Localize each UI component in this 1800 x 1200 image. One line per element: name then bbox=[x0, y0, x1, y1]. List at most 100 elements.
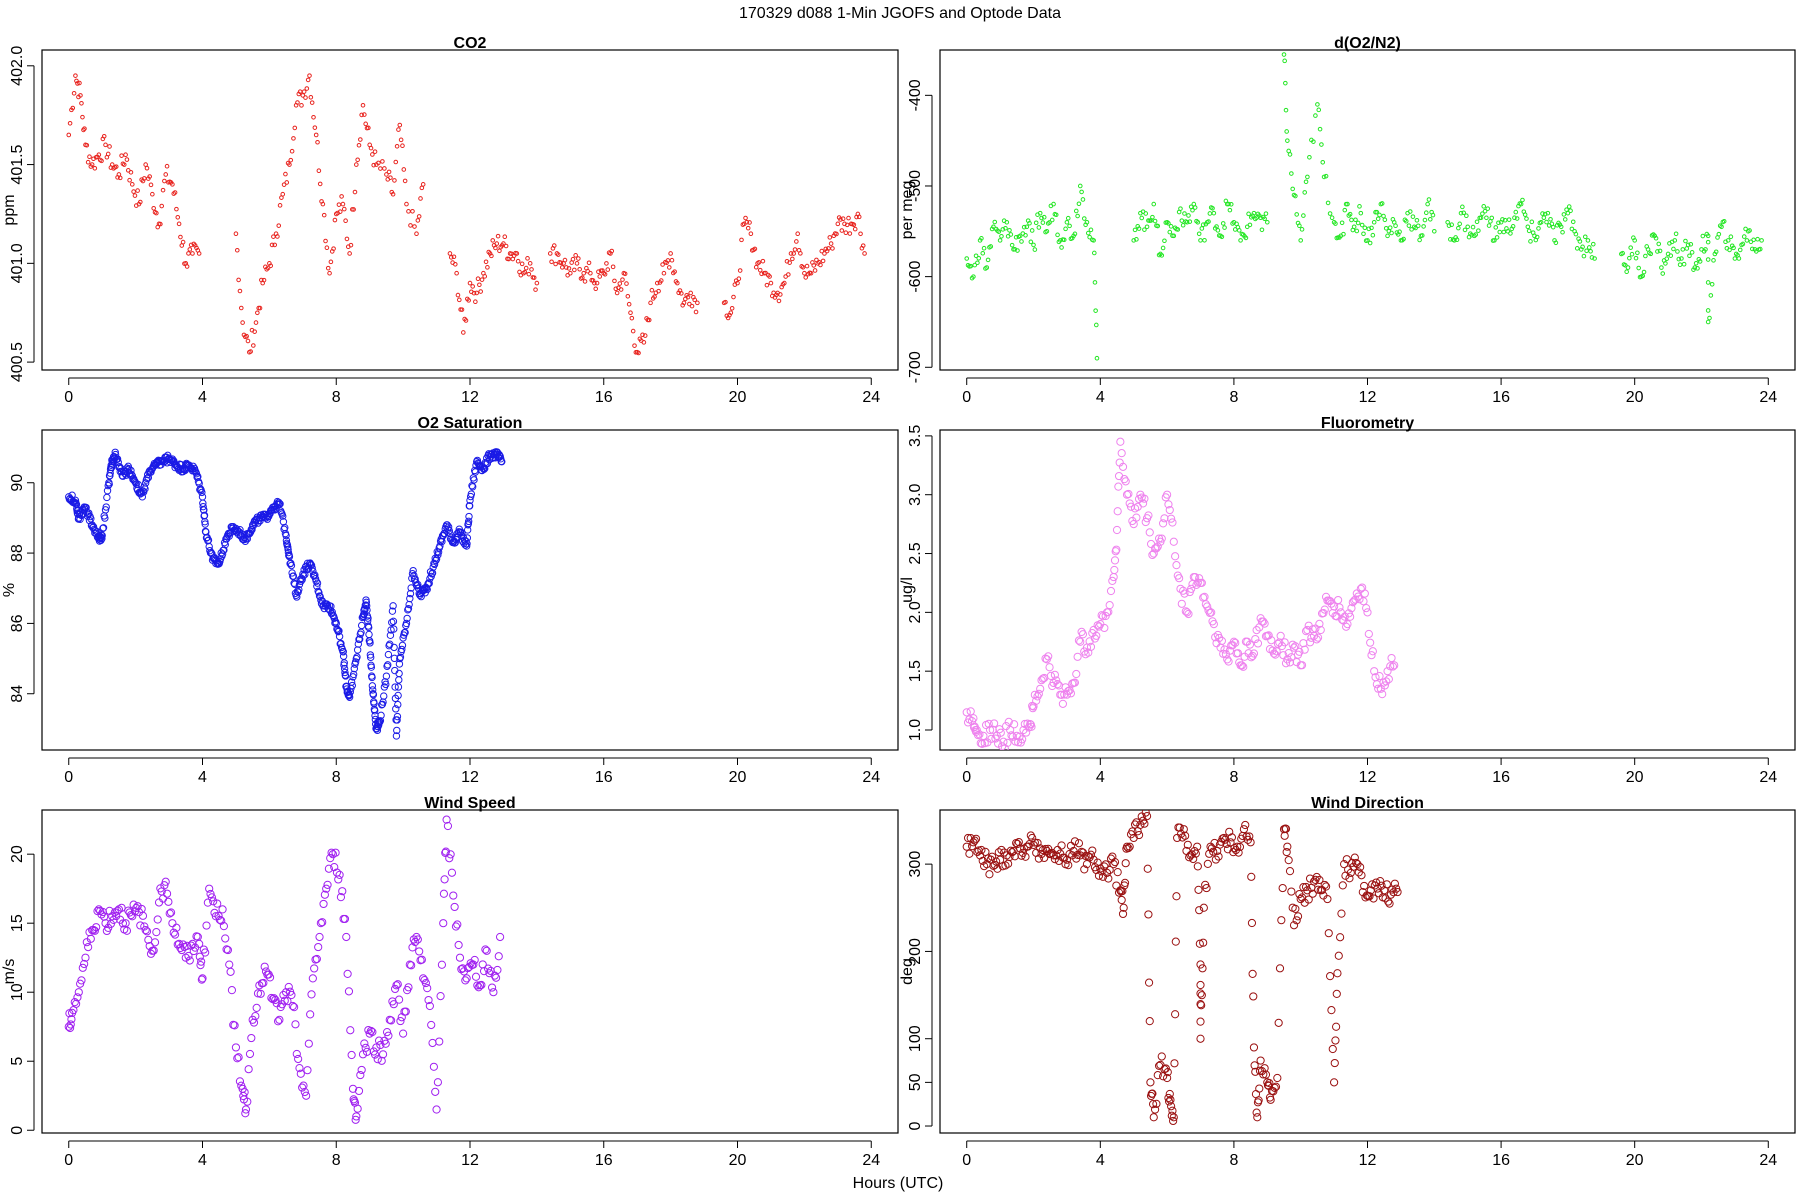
data-point bbox=[1034, 689, 1043, 698]
data-point bbox=[109, 162, 115, 167]
data-point bbox=[1359, 597, 1368, 606]
y-tick-label: -600 bbox=[907, 261, 924, 293]
data-point bbox=[308, 564, 316, 572]
data-point bbox=[341, 206, 347, 212]
data-point bbox=[1153, 542, 1162, 551]
data-point bbox=[1588, 248, 1593, 254]
data-point bbox=[1210, 206, 1215, 211]
data-point bbox=[759, 271, 764, 277]
data-point bbox=[525, 256, 530, 261]
data-point bbox=[89, 925, 98, 935]
data-point bbox=[453, 920, 462, 929]
x-tick-label: 16 bbox=[1492, 389, 1510, 406]
data-point bbox=[1749, 246, 1755, 252]
data-point bbox=[238, 305, 244, 311]
data-point bbox=[117, 175, 123, 181]
data-point bbox=[1264, 631, 1273, 640]
data-point bbox=[1121, 477, 1130, 486]
data-point bbox=[423, 984, 432, 993]
data-point bbox=[1281, 52, 1287, 57]
data-point bbox=[1369, 894, 1378, 903]
y-tick-label: 400.5 bbox=[9, 342, 26, 382]
x-tick-label: 24 bbox=[1759, 769, 1777, 786]
data-point bbox=[1110, 858, 1120, 867]
data-point bbox=[1049, 217, 1055, 223]
data-point bbox=[441, 848, 450, 857]
data-point bbox=[293, 593, 301, 601]
series-points bbox=[65, 448, 506, 740]
data-point bbox=[975, 260, 980, 266]
data-point bbox=[1478, 215, 1484, 221]
data-point bbox=[1332, 1022, 1341, 1031]
data-point bbox=[1385, 899, 1394, 908]
data-point bbox=[1249, 992, 1258, 1001]
data-point bbox=[184, 951, 193, 961]
data-point bbox=[1199, 938, 1208, 947]
data-point bbox=[342, 932, 351, 942]
data-point bbox=[862, 251, 867, 256]
data-point bbox=[452, 261, 458, 267]
data-point bbox=[166, 908, 176, 917]
data-point bbox=[1489, 215, 1495, 221]
data-point bbox=[1755, 236, 1760, 242]
data-point bbox=[393, 716, 401, 724]
data-point bbox=[1101, 860, 1110, 869]
data-point bbox=[1265, 1078, 1274, 1088]
data-point bbox=[275, 234, 280, 239]
data-point bbox=[377, 1056, 386, 1065]
data-point bbox=[1233, 842, 1242, 851]
data-point bbox=[239, 1091, 248, 1101]
data-point bbox=[553, 261, 558, 267]
data-point bbox=[1494, 235, 1500, 240]
data-point bbox=[1731, 245, 1736, 251]
data-point bbox=[1052, 676, 1061, 685]
data-point bbox=[1273, 1073, 1282, 1083]
data-point bbox=[1104, 874, 1113, 883]
data-point bbox=[214, 911, 223, 921]
data-point bbox=[1108, 576, 1117, 585]
data-point bbox=[401, 167, 407, 172]
data-point bbox=[1289, 643, 1299, 652]
data-point bbox=[1229, 637, 1239, 646]
data-point bbox=[1050, 670, 1059, 679]
data-point bbox=[1660, 271, 1666, 276]
data-point bbox=[288, 1001, 297, 1011]
data-point bbox=[233, 231, 239, 237]
y-tick-label: 15 bbox=[9, 914, 26, 932]
data-point bbox=[1320, 159, 1326, 165]
data-point bbox=[175, 214, 181, 220]
data-point bbox=[455, 292, 461, 298]
data-point bbox=[140, 922, 149, 931]
x-axis-title: Hours (UTC) bbox=[853, 1175, 944, 1192]
data-point bbox=[1196, 1034, 1205, 1043]
y-tick-label: -400 bbox=[907, 79, 924, 111]
data-point bbox=[1214, 852, 1223, 861]
data-point bbox=[289, 572, 298, 580]
data-point bbox=[372, 1043, 381, 1052]
data-point bbox=[522, 269, 528, 275]
data-point bbox=[344, 987, 354, 996]
data-point bbox=[322, 884, 331, 893]
data-point bbox=[1313, 633, 1323, 642]
data-point bbox=[1234, 848, 1243, 857]
data-point bbox=[1301, 213, 1306, 218]
data-point bbox=[1283, 80, 1288, 86]
data-point bbox=[1692, 265, 1698, 270]
data-point bbox=[1266, 1095, 1275, 1104]
data-point bbox=[999, 233, 1004, 239]
y-tick-label: 3.5 bbox=[907, 425, 924, 447]
data-point bbox=[1365, 238, 1370, 243]
data-point bbox=[1094, 322, 1099, 328]
data-point bbox=[304, 86, 310, 91]
data-point bbox=[1092, 631, 1101, 640]
data-point bbox=[1685, 242, 1691, 248]
data-point bbox=[1031, 242, 1036, 248]
data-point bbox=[574, 261, 580, 266]
x-tick-label: 16 bbox=[595, 769, 613, 786]
data-point bbox=[1421, 224, 1426, 229]
data-point bbox=[1550, 224, 1556, 230]
data-point bbox=[99, 524, 108, 532]
data-point bbox=[142, 927, 152, 936]
data-point bbox=[386, 169, 392, 175]
data-point bbox=[594, 280, 600, 286]
